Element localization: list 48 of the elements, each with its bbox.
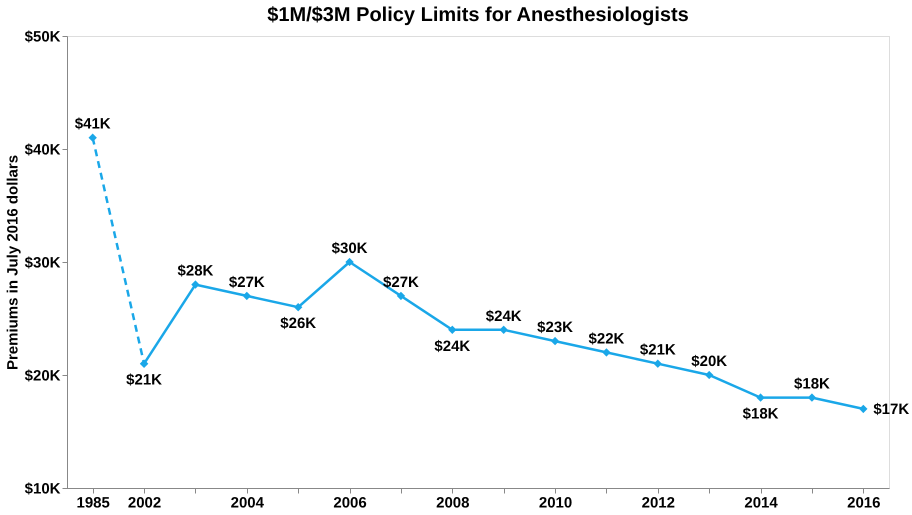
point [191,280,200,289]
chart-title: $1M/$3M Policy Limits for Anesthesiologists [267,4,689,26]
point [396,292,406,300]
x-tick-label: 2004 [230,494,265,512]
data-label: $17K [873,400,910,418]
y-tick-label: $40K [24,142,61,158]
data-label: $26K [280,315,316,332]
point [500,326,508,334]
data-label: $30K [332,240,368,257]
data-label: $28K [178,262,214,280]
point [705,370,714,380]
point [294,303,302,312]
point [654,360,662,368]
point [550,336,560,346]
y-tick-label: $10K [24,480,61,498]
data-label: $24K [434,338,470,355]
x-tick-label: 2016 [847,494,880,512]
point [808,393,816,402]
x-tick-label: 2006 [333,494,367,512]
data-label: $23K [537,319,574,336]
point [448,326,456,334]
x-tick-label: 2010 [538,494,572,512]
data-label: $24K [486,308,522,325]
y-axis-title: Premiums in July 2016 dollars [4,154,22,370]
data-label: $18K [742,406,779,423]
data-label: $21K [640,342,676,359]
data-label: $18K [794,376,830,393]
point [859,404,868,414]
data-label: $21K [126,372,162,389]
y-tick-label: $20K [24,368,61,384]
x-tick-label: 1985 [76,494,110,512]
data-label: $22K [588,330,625,348]
x-tick-label: 2012 [642,494,675,512]
y-tick-label: $30K [24,254,61,272]
x-tick-label: 2008 [436,494,470,512]
data-label: $20K [691,353,728,370]
data-label: $41K [74,116,111,133]
point [88,134,97,142]
point [140,360,148,368]
y-tick-label: $50K [24,28,61,46]
point [756,393,765,402]
data-label: $27K [228,274,265,291]
data-label: $27K [383,274,420,291]
x-tick-label: 2002 [128,494,162,512]
x-tick-label: 2014 [744,494,778,512]
point [602,348,611,357]
point [345,258,354,266]
point [242,292,251,300]
